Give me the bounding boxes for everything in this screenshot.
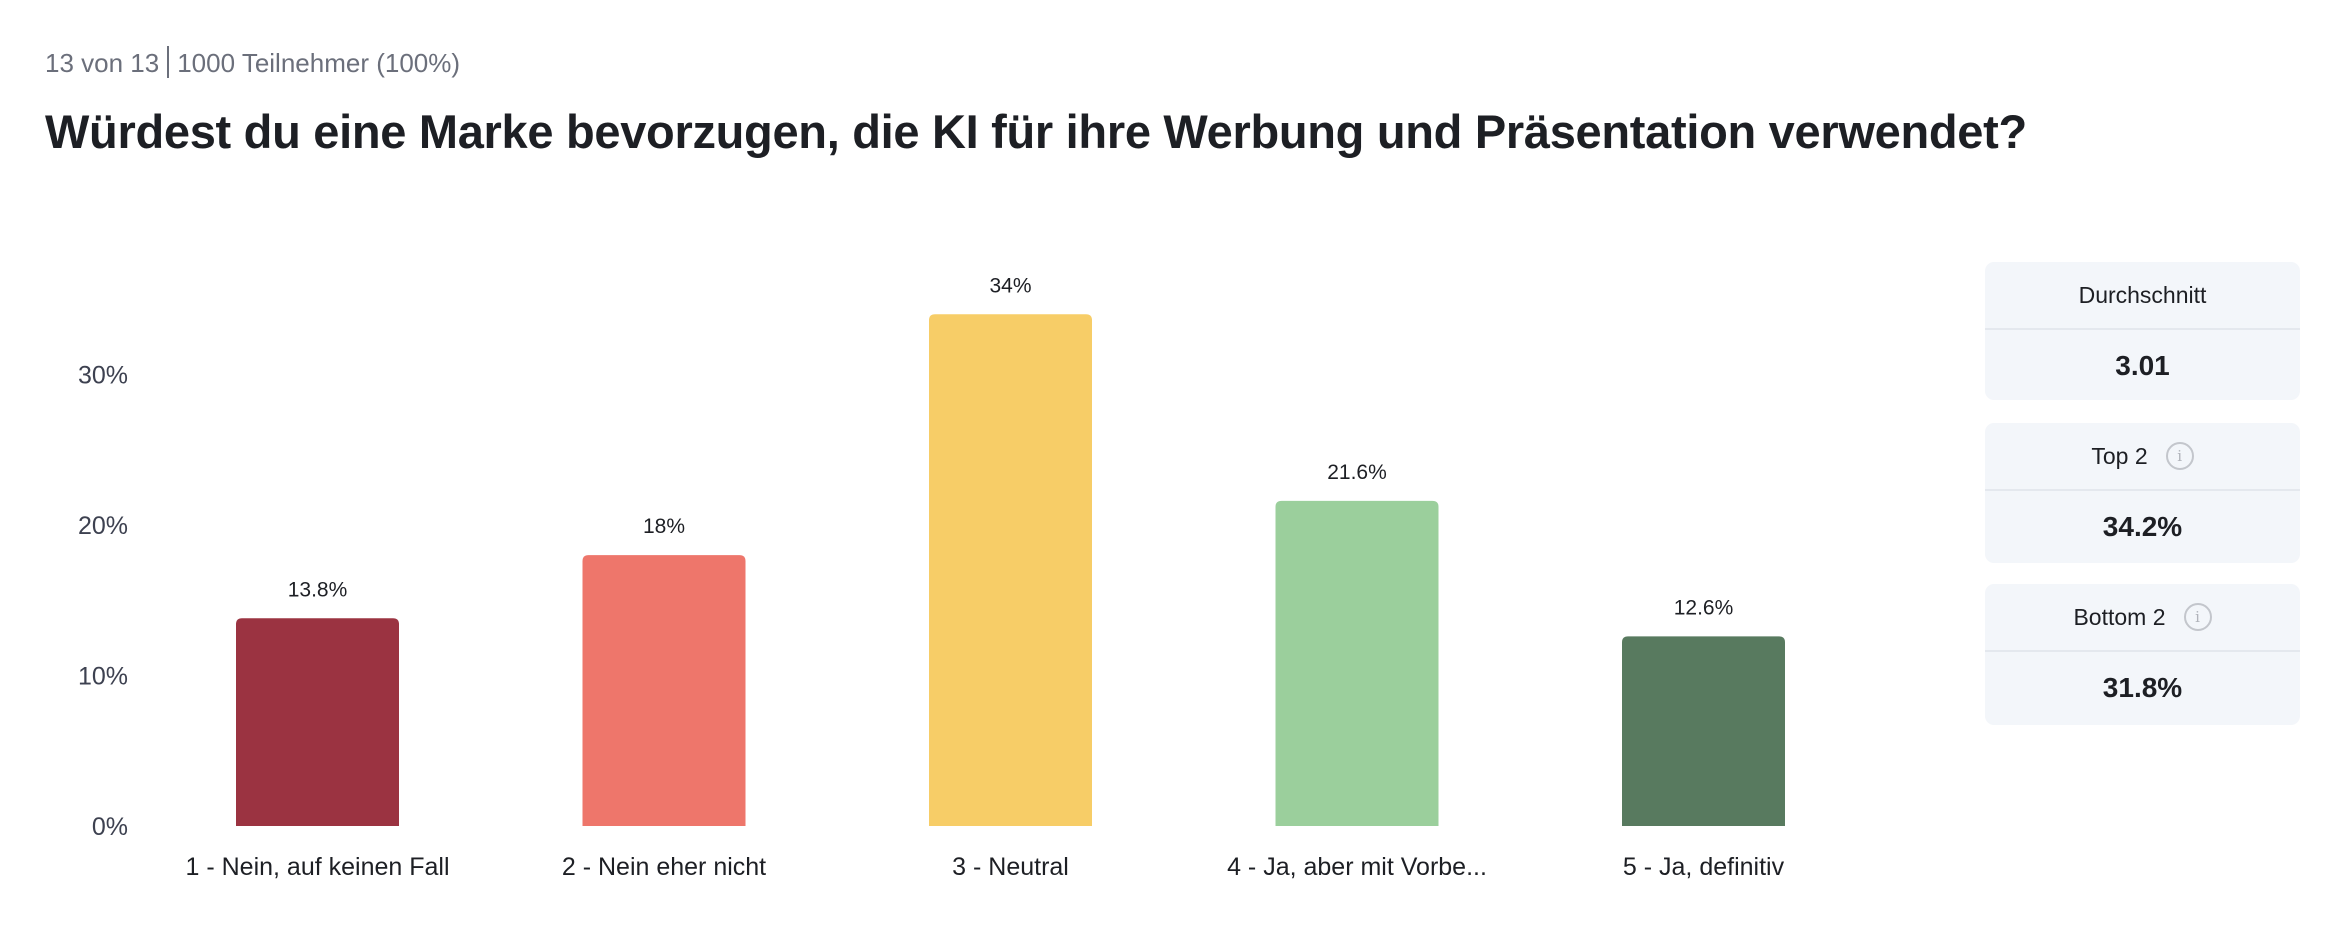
bar <box>582 555 746 826</box>
bar-value-label: 34% <box>989 274 1031 297</box>
stat-card-bottom2: Bottom 2 i 31.8% <box>1985 584 2300 725</box>
x-category-label: 1 - Nein, auf keinen Fall <box>185 853 449 881</box>
stat-card-average: Durchschnitt 3.01 <box>1985 262 2300 400</box>
bar-value-label: 18% <box>643 515 685 538</box>
bar-value-label: 12.6% <box>1674 596 1734 619</box>
question-meta: 13 von 13 1000 Teilnehmer (100%) <box>45 46 460 79</box>
question-title: Würdest du eine Marke bevorzugen, die KI… <box>45 105 2027 158</box>
x-category-label: 2 - Nein eher nicht <box>562 853 766 881</box>
info-icon[interactable]: i <box>2183 603 2212 631</box>
stat-value: 34.2% <box>2102 511 2183 542</box>
bar <box>236 618 399 826</box>
info-icon[interactable]: i <box>2165 442 2194 470</box>
y-tick-label: 30% <box>78 362 128 390</box>
question-position: 13 von 13 <box>45 48 160 78</box>
bar-chart: 0% 10% 20% 30% 13.8% 1 - Nein, auf keinen Fal… <box>78 274 1785 881</box>
stat-label: Bottom 2 <box>2073 603 2166 630</box>
bar <box>1622 636 1785 826</box>
x-category-label: 4 - Ja, aber mit Vorbe... <box>1227 853 1487 881</box>
x-category-label: 5 - Ja, definitiv <box>1623 853 1785 881</box>
stat-card-top2: Top 2 i 34.2% <box>1985 423 2300 563</box>
stat-label: Durchschnitt <box>2078 281 2207 308</box>
divider <box>167 46 170 78</box>
x-category-label: 3 - Neutral <box>952 853 1069 881</box>
stat-label: Top 2 <box>2091 442 2148 469</box>
bar-value-label: 21.6% <box>1327 461 1387 484</box>
bar <box>1275 500 1439 826</box>
y-tick-label: 20% <box>78 512 128 540</box>
y-tick-label: 0% <box>92 813 128 841</box>
participant-count: 1000 Teilnehmer (100%) <box>177 48 461 78</box>
bar-value-label: 13.8% <box>288 578 348 601</box>
bar <box>929 314 1092 826</box>
stat-value: 3.01 <box>2115 350 2170 381</box>
stat-value: 31.8% <box>2102 672 2183 703</box>
y-tick-label: 10% <box>78 663 128 691</box>
